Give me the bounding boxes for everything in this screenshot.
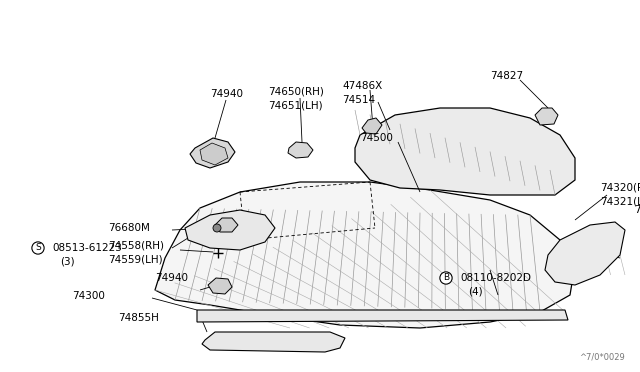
Text: 74300: 74300 [72, 291, 105, 301]
Text: 74827: 74827 [490, 71, 523, 81]
Polygon shape [185, 210, 275, 250]
Text: 74650(RH): 74650(RH) [268, 87, 324, 97]
Polygon shape [202, 332, 345, 352]
Text: ^7/0*0029: ^7/0*0029 [579, 353, 625, 362]
Text: 74855H: 74855H [118, 313, 159, 323]
Text: 74320(RH): 74320(RH) [600, 183, 640, 193]
Text: 08110-8202D: 08110-8202D [460, 273, 531, 283]
Polygon shape [200, 143, 228, 165]
Polygon shape [197, 310, 568, 322]
Text: B: B [443, 273, 449, 282]
Polygon shape [545, 222, 625, 285]
Text: 74940: 74940 [210, 89, 243, 99]
Text: 74940: 74940 [155, 273, 188, 283]
Text: 47486X: 47486X [342, 81, 382, 91]
Text: (3): (3) [60, 257, 75, 267]
Text: 74883M: 74883M [634, 205, 640, 215]
Text: 74514: 74514 [342, 95, 375, 105]
Text: 74558(RH): 74558(RH) [108, 241, 164, 251]
Text: S: S [35, 244, 41, 253]
Polygon shape [362, 118, 382, 134]
Polygon shape [215, 218, 238, 232]
Text: 74500: 74500 [360, 133, 393, 143]
Polygon shape [208, 278, 232, 294]
Polygon shape [355, 108, 575, 195]
Polygon shape [535, 108, 558, 125]
Text: 76680M: 76680M [108, 223, 150, 233]
Polygon shape [288, 142, 313, 158]
Text: 74651(LH): 74651(LH) [268, 101, 323, 111]
Polygon shape [190, 138, 235, 168]
Text: 74321(LH): 74321(LH) [600, 197, 640, 207]
Text: 08513-61223: 08513-61223 [52, 243, 122, 253]
Polygon shape [155, 182, 575, 328]
Text: 74559(LH): 74559(LH) [108, 255, 163, 265]
Circle shape [213, 224, 221, 232]
Text: (4): (4) [468, 287, 483, 297]
